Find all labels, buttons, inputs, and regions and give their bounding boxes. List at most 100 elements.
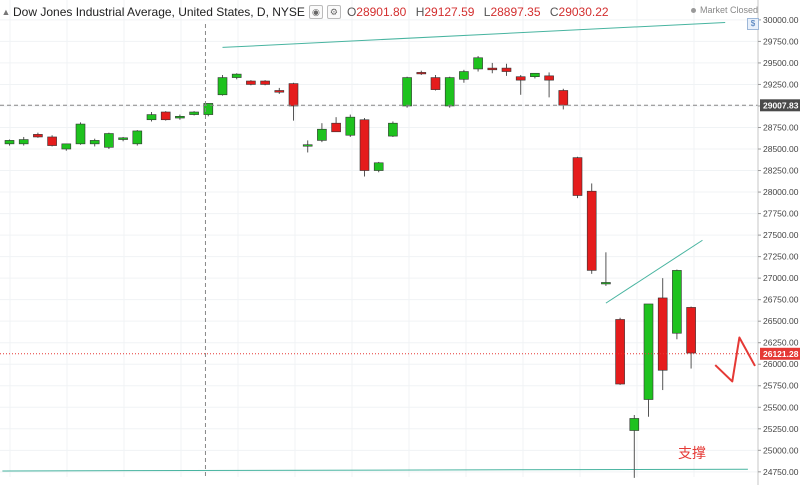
gear-icon[interactable]: ⚙ <box>326 5 341 19</box>
candle <box>388 121 398 137</box>
candle <box>75 122 86 145</box>
candle <box>4 139 15 146</box>
low-label: L <box>483 5 491 19</box>
candle-body <box>473 57 483 70</box>
candle-body <box>601 282 611 285</box>
candle <box>459 69 469 83</box>
candle <box>302 140 313 153</box>
candle-body <box>288 83 299 107</box>
candle-body <box>189 111 199 115</box>
candle-body <box>61 143 72 150</box>
candle-body <box>530 72 540 78</box>
candle <box>260 80 270 86</box>
price-tick-label: 27000.00 <box>763 273 799 283</box>
candle <box>345 114 356 137</box>
high-value: 29127.59 <box>424 5 475 19</box>
candle <box>331 117 341 133</box>
chevron-up-icon[interactable]: ▲ <box>1 7 11 17</box>
candle-body <box>18 139 29 145</box>
close-value: 29030.22 <box>558 5 609 19</box>
candle-body <box>118 137 128 140</box>
low-value: 28897.35 <box>490 5 541 19</box>
market-status-text: Market Closed <box>699 5 758 15</box>
candle-body <box>643 303 654 400</box>
last-price-tag-bg <box>760 347 800 360</box>
candle-body <box>657 297 668 371</box>
candle-body <box>444 77 455 107</box>
candle-body <box>402 77 412 107</box>
candle-body <box>317 128 327 141</box>
candle <box>373 161 384 173</box>
symbol-title[interactable]: Dow Jones Industrial Average, United Sta… <box>13 5 305 19</box>
candle-body <box>373 162 384 171</box>
candle-body <box>132 130 143 145</box>
price-tick-label: 25750.00 <box>763 381 799 391</box>
candle-body <box>231 73 242 78</box>
candle-body <box>416 72 427 75</box>
price-tick-label: 26500.00 <box>763 316 799 326</box>
price-axis[interactable]: 30000.0029750.0029500.0029250.0029000.00… <box>757 0 800 485</box>
status-dot-icon <box>690 7 696 13</box>
last-price-tag-text: 26121.28 <box>763 349 799 359</box>
candle-body <box>274 90 285 93</box>
crosshair-price-tag-text: 29007.83 <box>763 100 799 110</box>
candle-body <box>672 270 682 334</box>
candle-body <box>459 71 469 80</box>
price-tick-label: 25000.00 <box>763 445 799 455</box>
candle-body <box>331 122 341 133</box>
price-tick-label: 28000.00 <box>763 187 799 197</box>
open-value: 28901.80 <box>356 5 407 19</box>
candle-body <box>203 103 214 115</box>
candle-body <box>615 319 625 385</box>
candle <box>217 74 228 96</box>
overlay-layer <box>0 24 758 477</box>
candle <box>586 183 597 274</box>
candle-body <box>217 77 228 96</box>
candle <box>203 103 214 117</box>
candle <box>473 56 483 72</box>
drawing-layer <box>2 21 748 472</box>
crosshair-price-tag: 29007.83 <box>760 99 800 112</box>
candle <box>33 132 43 138</box>
close-label: C <box>549 5 559 19</box>
price-tick-label: 26750.00 <box>763 295 799 305</box>
candle <box>501 63 512 76</box>
candle <box>160 111 171 121</box>
candle <box>530 72 540 79</box>
candle <box>274 87 285 94</box>
candle <box>657 278 668 391</box>
open-label: O <box>346 5 357 19</box>
candle <box>444 76 455 108</box>
candle <box>572 156 583 199</box>
candle <box>416 70 427 75</box>
candle-body <box>388 122 398 137</box>
ohlc-values: O28901.80 H29127.59 L28897.35 C29030.22 <box>347 5 615 19</box>
candle <box>601 252 611 286</box>
candle <box>430 74 441 91</box>
candle-body <box>33 134 43 138</box>
candle <box>288 82 299 121</box>
hand-drawn-path <box>714 336 756 383</box>
candle-body <box>345 116 356 136</box>
price-tick-label: 28500.00 <box>763 144 799 154</box>
candle <box>175 114 185 120</box>
price-tick-label: 24750.00 <box>763 467 799 477</box>
crosshair-price-tag-bg <box>760 99 800 112</box>
candle-body <box>544 75 554 81</box>
candle <box>629 415 640 478</box>
candle <box>61 143 72 151</box>
market-status: Market Closed <box>690 5 758 15</box>
price-tick-label: 28750.00 <box>763 122 799 132</box>
candle <box>189 111 199 116</box>
eye-icon[interactable]: ◉ <box>308 5 323 19</box>
candle <box>104 132 114 150</box>
price-tick-label: 29250.00 <box>763 79 799 89</box>
candle <box>359 118 370 177</box>
candle <box>515 74 526 95</box>
candle-body <box>629 418 640 431</box>
candle-body <box>515 76 526 81</box>
price-tick-label: 29750.00 <box>763 36 799 46</box>
candle <box>487 62 498 74</box>
currency-button[interactable]: $ <box>747 18 759 30</box>
